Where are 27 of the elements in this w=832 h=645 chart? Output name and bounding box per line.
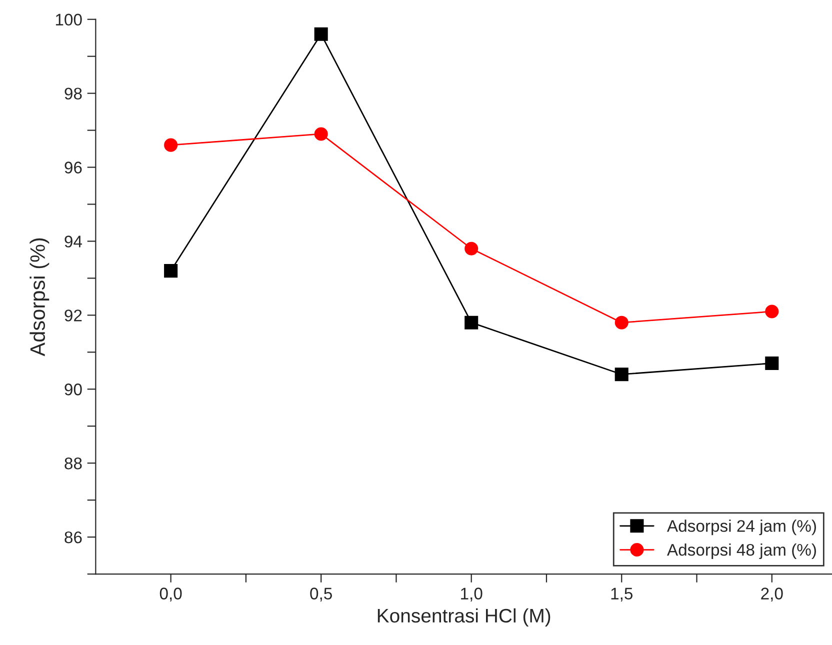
point	[164, 264, 178, 278]
y-tick-label: 92	[64, 310, 82, 322]
point	[314, 127, 328, 141]
x-tick-label: 2,0	[761, 588, 783, 602]
point	[314, 27, 328, 41]
x-tick-label: 0,0	[160, 588, 182, 602]
x-tick-label: 1,5	[611, 588, 633, 602]
y-tick-label: 94	[64, 236, 82, 248]
point	[614, 316, 628, 330]
y-axis-title: Adsorpsi (%)	[30, 238, 50, 356]
point	[614, 368, 628, 382]
legend-label: Adsorpsi 48 jam (%)	[666, 544, 816, 560]
y-tick-label: 86	[64, 531, 82, 544]
legend-label: Adsorpsi 24 jam (%)	[666, 520, 816, 536]
point	[164, 138, 178, 152]
y-tick-label: 96	[64, 162, 82, 174]
y-tick-label: 90	[64, 384, 82, 396]
point	[464, 316, 478, 330]
point	[765, 356, 779, 370]
point	[765, 304, 779, 318]
x-tick-label: 1,0	[461, 588, 482, 602]
x-axis-title: Konsentrasi HCl (M)	[378, 608, 550, 626]
y-tick-label: 98	[64, 88, 82, 100]
point	[464, 242, 478, 256]
y-tick-label: 100	[56, 14, 82, 26]
x-tick-label: 0,5	[310, 588, 332, 602]
y-tick-label: 88	[64, 458, 82, 470]
